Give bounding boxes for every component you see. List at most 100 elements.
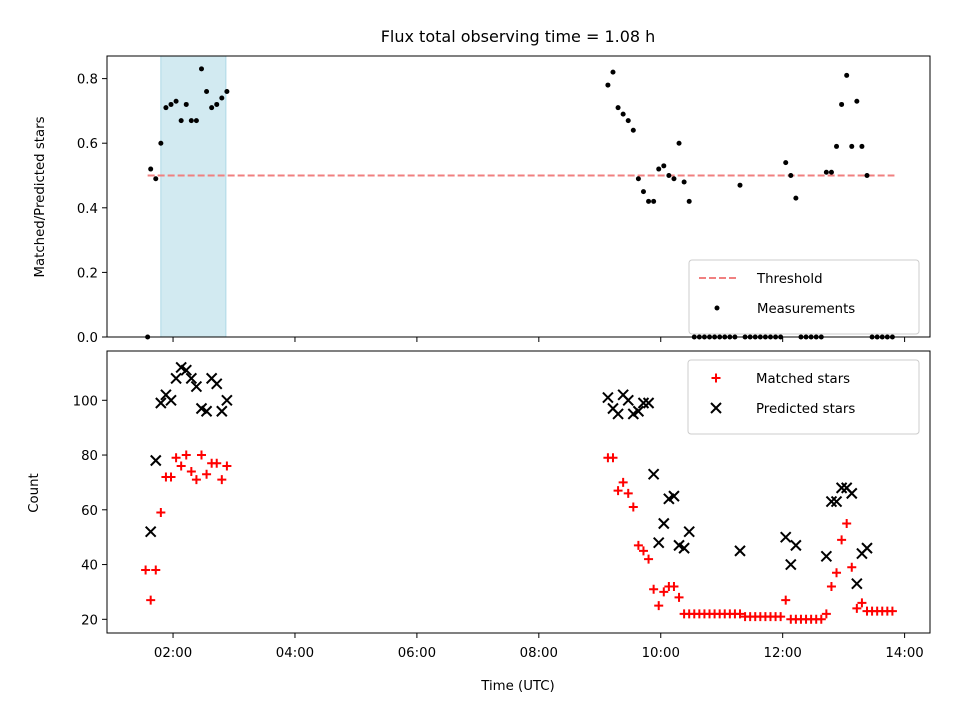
top-series-0-point-9 [188,118,194,124]
bottom-series-0-point-63 [837,535,847,545]
bottom-axes-frame [106,350,931,634]
bottom-series-1-point-5 [170,372,182,385]
bottom-series-1-point-42 [846,487,858,500]
bottom-series-1-point-35 [785,558,797,571]
bottom-series-0-point-73 [887,606,897,616]
top-series-0-point-22 [630,127,636,133]
bottom-series-0-point-14 [212,458,222,468]
bottom-series-0-point-3 [156,508,166,518]
top-series-0-point-5 [168,101,174,107]
bottom-series-1-point-20 [622,394,634,406]
bottom-series-0-point-12 [202,469,212,479]
top-series-0-point-60 [823,169,829,175]
bottom-legend-marker-0 [711,373,721,383]
top-series-0-point-18 [610,69,616,75]
bottom-series-0-point-52 [781,595,791,605]
bottom-series-0-point-51 [776,612,786,622]
top-legend-marker-1 [714,305,720,311]
bottom-panel: 20 40 60 80 100 02:00 04:00 06:00 08:00 10:00 12:0… [73,350,931,661]
bottom-y-tick-label-3: 80 [81,449,98,464]
bottom-series-0-point-60 [821,609,831,619]
top-series-0-point-19 [615,105,621,111]
bottom-series-1-point-7 [180,364,192,376]
top-series-0-point-33 [686,198,692,204]
bottom-series-1-point-34 [780,531,792,543]
top-series-0-point-66 [854,98,860,104]
bottom-series-0-point-31 [674,592,684,602]
bottom-series-0-point-2 [151,565,161,575]
bottom-series-0-point-26 [649,584,659,594]
top-series-0-point-15 [219,95,225,101]
bottom-x-tick-label-0: 02:00 [154,646,192,661]
bottom-series-0-point-27 [654,601,664,611]
bottom-series-1-point-9 [190,380,203,393]
top-series-0-point-3 [158,140,164,146]
top-series-0-point-13 [209,105,215,111]
bottom-series-1-point-1 [150,454,162,467]
bottom-series-1-point-14 [216,405,228,417]
top-series-0-point-43 [737,182,743,188]
top-series-0-point-52 [783,160,789,166]
bottom-series-1-point-15 [221,394,233,406]
top-series-0-point-8 [183,101,189,107]
top-series-0-point-62 [834,143,840,149]
bottom-series-1-point-27 [658,517,670,530]
top-y-tick-label-2: 0.4 [77,202,98,217]
bottom-legend-label-1: Predicted stars [756,402,855,417]
bottom-series-1-point-2 [155,397,167,409]
top-series-0-point-11 [198,66,204,72]
bottom-legend-box [687,359,920,435]
top-series-0-point-61 [828,169,834,175]
bottom-legend-label-0: Matched stars [756,372,850,387]
bottom-series-0-point-0 [141,565,151,575]
bottom-series-0-point-9 [186,466,196,476]
bottom-series-0-point-65 [847,562,857,572]
top-series-0-point-12 [204,89,210,95]
top-series-0-point-14 [214,101,220,107]
bottom-series-0-point-62 [832,568,842,578]
top-series-0-point-4 [163,105,169,111]
top-series-0-point-68 [864,173,870,179]
top-series-0-point-6 [173,98,179,104]
bottom-series-1-point-25 [647,468,660,480]
bottom-series-0-point-43 [735,609,745,619]
bottom-series-1-point-18 [612,408,624,420]
bottom-y-tick-label-2: 60 [81,504,98,519]
bottom-series-0-point-19 [613,486,623,496]
top-series-0-point-1 [148,166,154,172]
bottom-x-tick-label-5: 12:00 [764,646,802,661]
bottom-series-1-point-16 [602,391,614,404]
top-series-0-point-21 [625,118,631,124]
top-series-0-point-65 [849,143,855,149]
bottom-series-0-point-10 [191,475,201,485]
bottom-series-0-point-7 [176,461,186,471]
top-series-0-point-53 [788,173,794,179]
top-series-0-point-7 [178,118,184,124]
bottom-series-0-point-22 [628,502,638,512]
top-y-tick-label-3: 0.6 [77,137,98,152]
bottom-series-1-point-33 [734,545,746,557]
top-series-0-point-20 [620,111,626,117]
top-y-tick-label-0: 0.0 [77,331,98,346]
top-series-0-point-30 [671,176,677,182]
top-series-0-point-64 [844,72,850,78]
bottom-series-1-point-22 [632,405,645,417]
x-axis-label: Time (UTC) [480,679,555,694]
bottom-x-tick-label-6: 14:00 [885,646,923,661]
bottom-series-1-point-13 [211,378,223,390]
top-series-0-point-24 [640,189,646,195]
bottom-series-1-point-39 [830,495,843,508]
bottom-series-1-point-43 [851,578,863,590]
top-series-0-point-28 [661,163,667,169]
bottom-series-1-point-11 [200,405,213,417]
bottom-series-0-point-6 [171,453,181,463]
bottom-x-tick-label-3: 08:00 [520,646,558,661]
bottom-series-1-point-36 [790,539,802,552]
top-series-0-point-54 [793,195,799,201]
top-legend-label-0: Threshold [756,272,823,287]
top-series-0-point-29 [666,173,672,179]
bottom-series-0-point-61 [826,581,836,591]
bottom-series-1-point-24 [642,397,655,409]
top-series-0-point-2 [153,176,159,182]
top-series-0-point-32 [681,179,687,185]
